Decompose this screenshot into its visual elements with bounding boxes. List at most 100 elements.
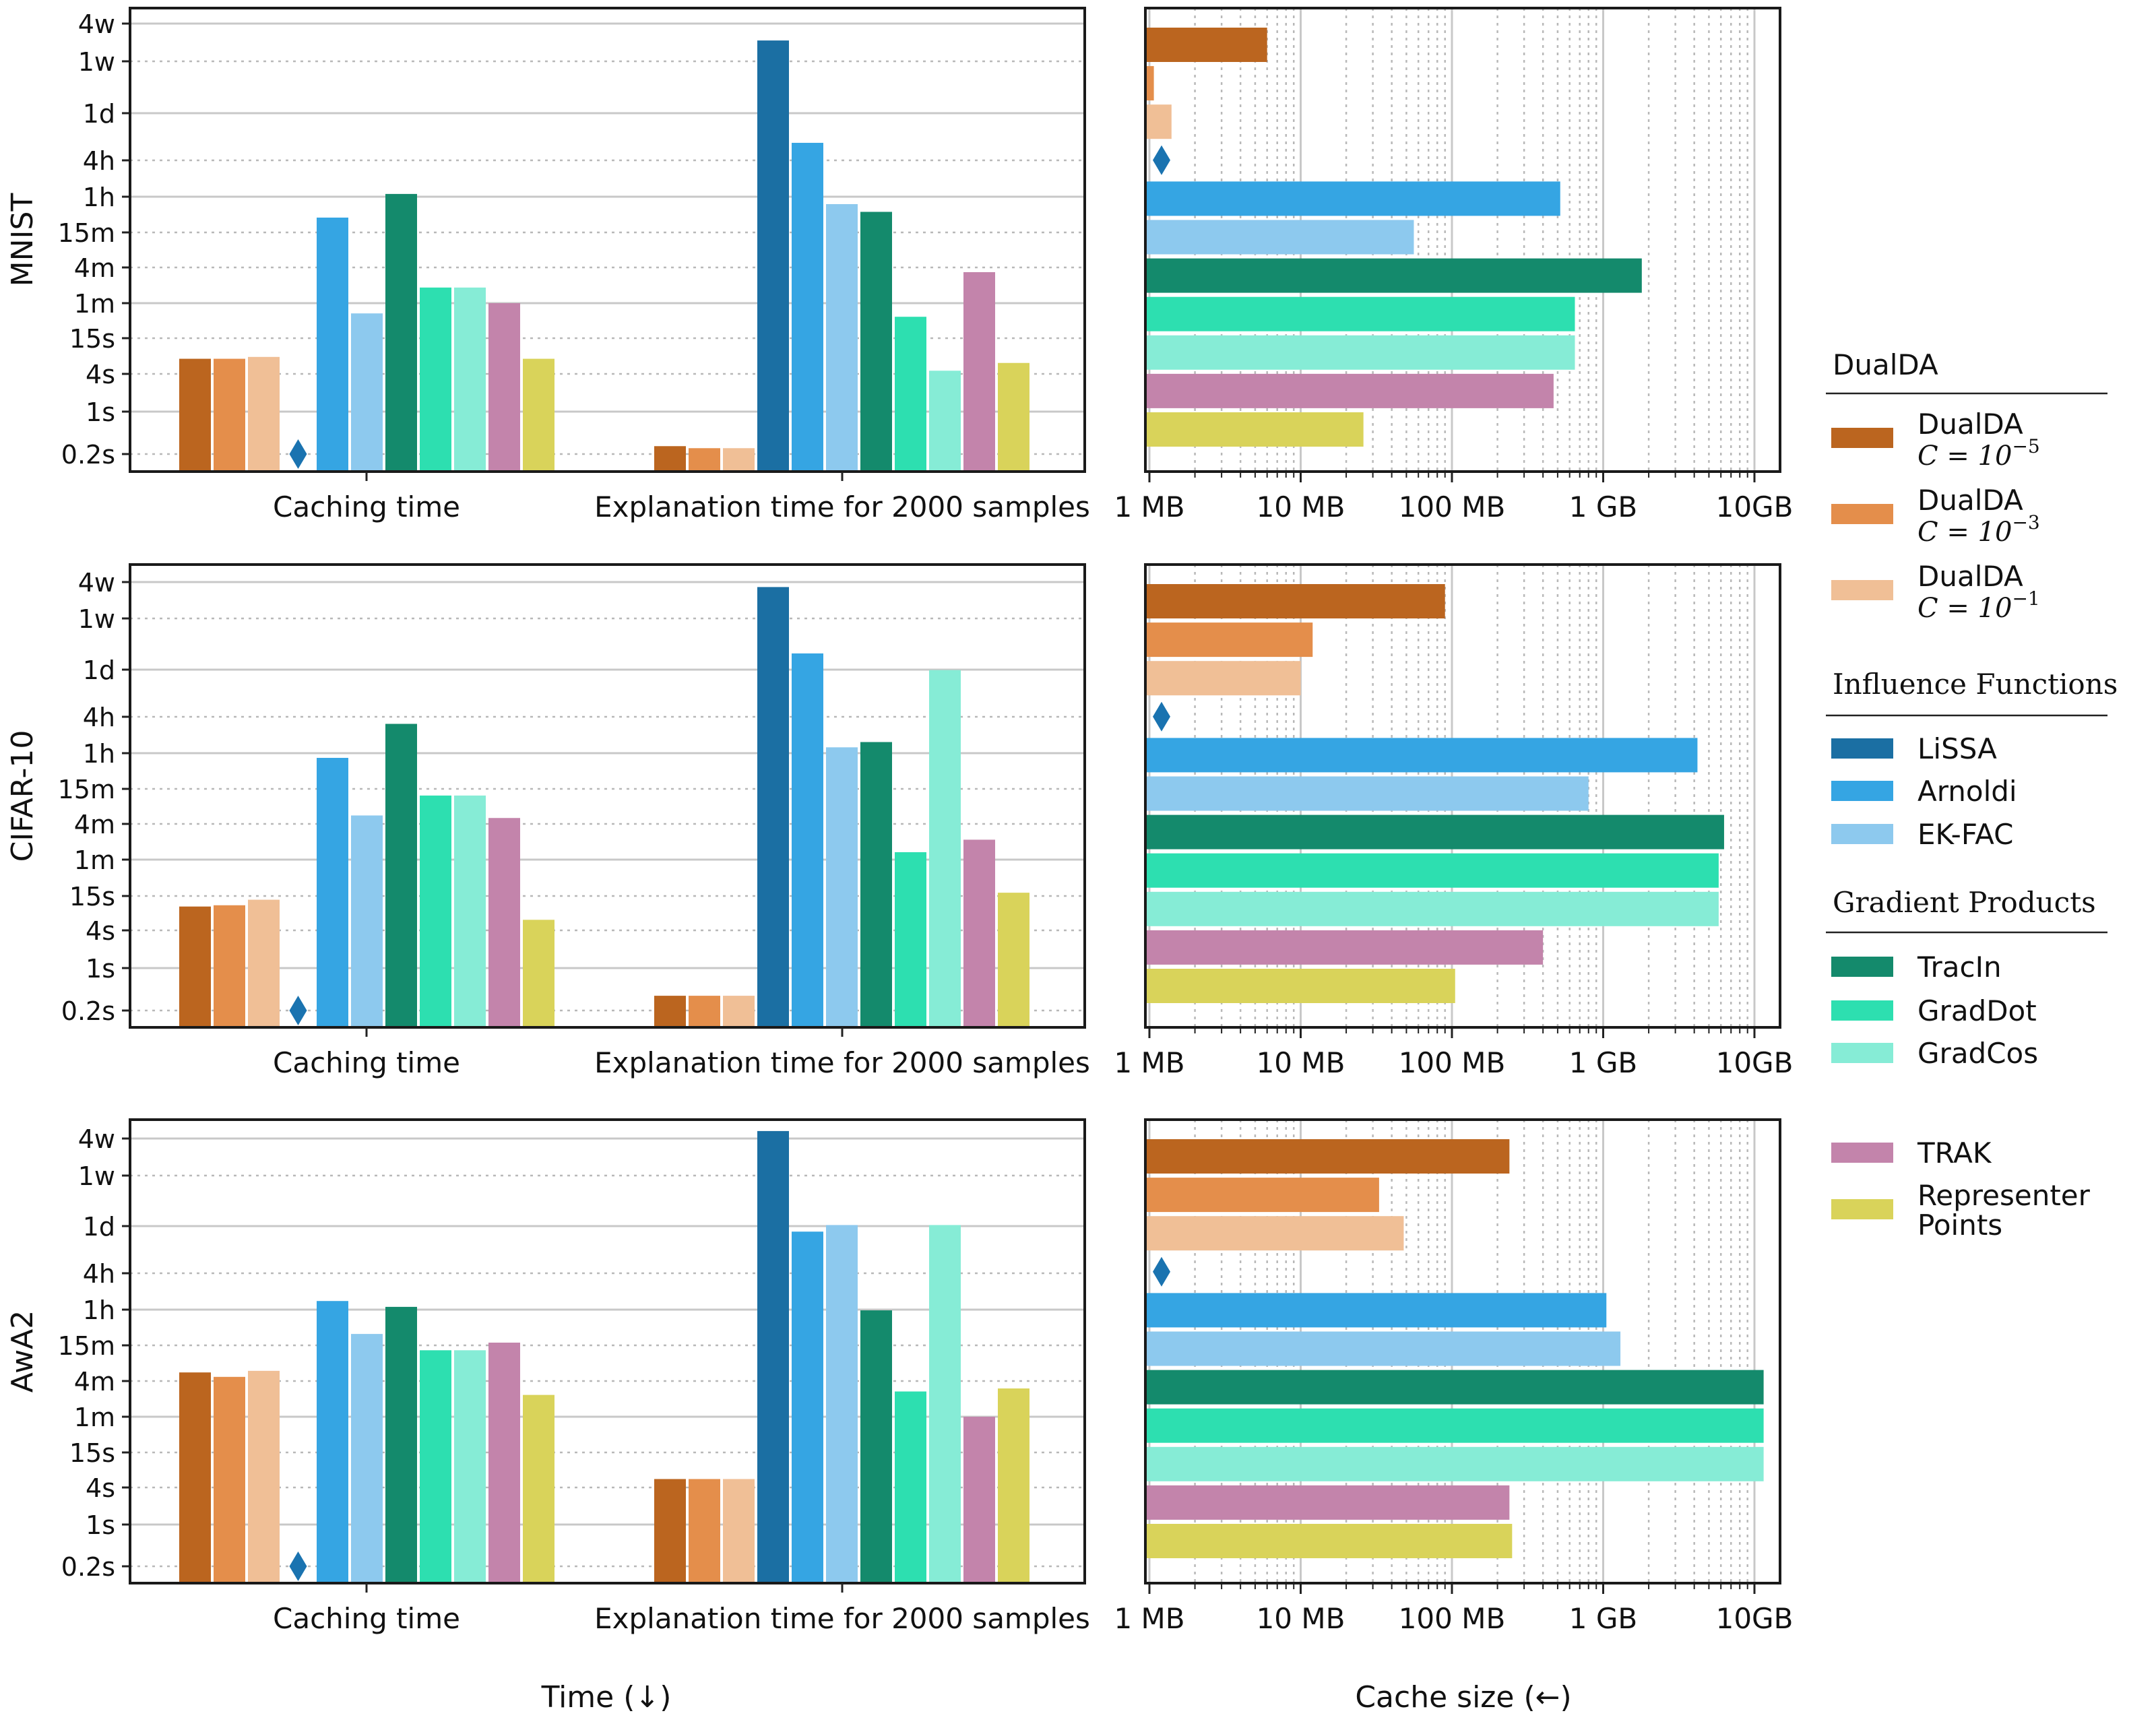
bar-arnoldi (1145, 181, 1560, 216)
axes-frame (1144, 563, 1781, 1029)
x-tick-label: 100 MB (1399, 1602, 1506, 1635)
bar-tracin (1145, 258, 1642, 293)
bar-dualda-c-1e-5 (1145, 28, 1267, 62)
dataset-label: CIFAR-10 (5, 730, 40, 862)
bar-trak (963, 1417, 995, 1583)
bar-arnoldi (317, 1301, 348, 1583)
legend-label: DualDA (1917, 560, 2023, 593)
y-tick-label: 1w (78, 47, 115, 77)
bar-tracin (1145, 814, 1724, 850)
legend-math-base: C = 10 (1917, 517, 2012, 548)
y-tick-label: 15m (58, 1331, 115, 1361)
bar-arnoldi (317, 218, 348, 472)
bar-dualda-c-1e-5 (654, 446, 686, 472)
axes-frame (129, 563, 1086, 1029)
legend-label: DualDA (1917, 408, 2023, 441)
legend-swatch (1831, 738, 1893, 759)
bar-gradcos (929, 1225, 961, 1583)
lissa-marker (289, 439, 307, 469)
y-tick-label: 1s (86, 954, 115, 984)
legend-math-exp: −1 (2012, 587, 2039, 610)
bar-ek-fac (351, 313, 383, 472)
bar-dualda-c-1e-3 (1145, 66, 1154, 101)
bar-representer-points (1145, 1524, 1513, 1558)
bar-trak (963, 839, 995, 1027)
bar-dualda-c-1e-5 (179, 906, 211, 1027)
x-tick-label: 10GB (1716, 1602, 1794, 1635)
axes-frame (1144, 1118, 1781, 1584)
bar-dualda-c-1e-5 (654, 996, 686, 1027)
y-tick-label: 4h (83, 146, 115, 176)
bar-dualda-c-1e-1 (1145, 1216, 1404, 1251)
bar-gradcos (454, 1350, 486, 1583)
bar-dualda-c-1e-5 (1145, 1139, 1510, 1174)
y-tick-label: 4w (78, 9, 115, 39)
legend-math-base: C = 10 (1917, 593, 2012, 624)
cache-panel-awa2: 1 MB 10 MB 100 MB 1 GB 10GB (1114, 1118, 1794, 1635)
bar-graddot (1145, 1408, 1764, 1443)
bar-gradcos (454, 795, 486, 1027)
axes-frame (129, 7, 1086, 473)
bar-trak (488, 818, 520, 1027)
cache-panel-mnist: 1 MB 10 MB 100 MB 1 GB 10GB (1114, 7, 1794, 523)
bar-dualda-c-1e-3 (689, 1479, 720, 1583)
bar-arnoldi (317, 757, 348, 1027)
category-label: Explanation time for 2000 samples (594, 1602, 1090, 1635)
lissa-marker (289, 1551, 307, 1581)
time-axis-label: Time (↓) (541, 1680, 672, 1715)
x-tick-label: 1 GB (1569, 1046, 1637, 1079)
bar-dualda-c-1e-5 (179, 1372, 211, 1583)
legend-label: DualDA (1917, 484, 2023, 517)
dataset-label: MNIST (5, 193, 40, 287)
bar-trak (1145, 1485, 1510, 1520)
bar-representer-points (1145, 412, 1364, 447)
bar-representer-points (523, 358, 554, 472)
legend-label: Arnoldi (1917, 775, 2017, 808)
x-tick-label: 100 MB (1399, 490, 1506, 523)
y-tick-label: 15s (69, 324, 115, 354)
y-tick-label: 1h (83, 739, 115, 769)
legend-swatch (1831, 1199, 1893, 1219)
x-tick-label: 10GB (1716, 490, 1794, 523)
legend-math-exp: −5 (2012, 435, 2039, 457)
legend-title: DualDA (1833, 348, 1938, 381)
bar-representer-points (523, 920, 554, 1027)
bar-dualda-c-1e-5 (1145, 584, 1445, 618)
time-panel-awa2: 0.2s 1s 4s 15s 1m 4m 15m 1h 4h 1d 1w 4w Caching time… (5, 1118, 1090, 1635)
legend-swatch (1831, 428, 1893, 448)
bar-trak (1145, 930, 1544, 965)
bar-arnoldi (792, 143, 823, 472)
y-tick-label: 4m (74, 253, 115, 283)
bar-graddot (420, 287, 451, 472)
y-tick-label: 1d (83, 1212, 115, 1242)
bar-tracin (385, 193, 417, 472)
bar-arnoldi (1145, 738, 1698, 773)
legend-title: Gradient Products (1833, 886, 2096, 919)
bar-dualda-c-1e-5 (179, 358, 211, 472)
bar-trak (1145, 373, 1554, 408)
bar-dualda-c-1e-3 (1145, 622, 1313, 658)
bar-ek-fac (1145, 220, 1414, 255)
x-tick-label: 10 MB (1257, 1602, 1345, 1635)
y-tick-label: 1d (83, 99, 115, 129)
bar-ek-fac (351, 815, 383, 1027)
legend-swatch (1831, 580, 1893, 600)
bar-tracin (860, 1310, 892, 1583)
x-tick-label: 1 GB (1569, 490, 1637, 523)
bar-ek-fac (826, 203, 858, 472)
bar-tracin (860, 742, 892, 1027)
bar-ek-fac (351, 1334, 383, 1583)
legend-label: TRAK (1917, 1136, 1992, 1170)
x-tick-label: 10GB (1716, 1046, 1794, 1079)
bar-gradcos (454, 287, 486, 472)
y-tick-label: 4s (86, 1473, 115, 1503)
axes-frame (129, 1118, 1086, 1584)
dataset-label: AwA2 (5, 1310, 40, 1392)
y-tick-label: 1w (78, 1161, 115, 1191)
legend-swatch (1831, 1143, 1893, 1163)
bar-graddot (895, 852, 926, 1027)
bar-tracin (385, 1306, 417, 1583)
bar-dualda-c-1e-1 (723, 996, 755, 1027)
